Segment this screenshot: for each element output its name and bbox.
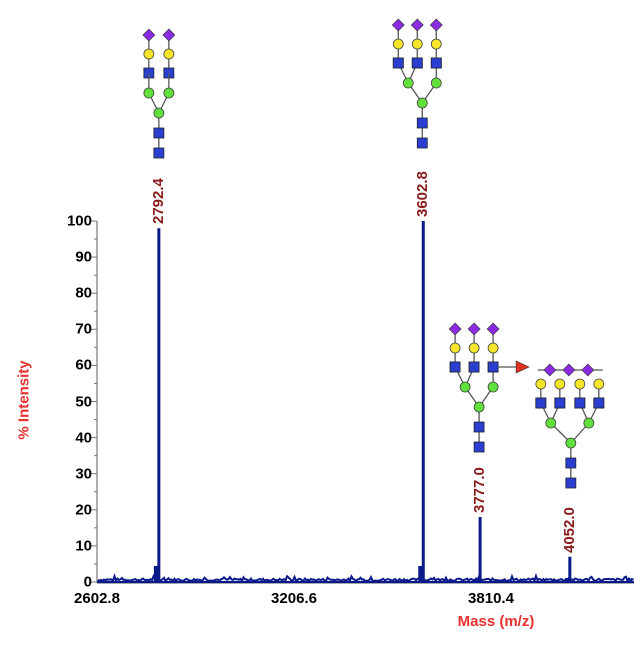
fucose-triangle-icon (515, 360, 530, 374)
y-tick-label: 30 (75, 465, 92, 483)
galactose-circle-icon (143, 48, 155, 60)
glcnac-square-icon (535, 397, 547, 409)
sialic-acid-diamond-icon (467, 322, 481, 336)
y-tick-label: 40 (75, 429, 92, 447)
sialic-acid-diamond-icon (142, 28, 156, 42)
galactose-circle-icon (392, 38, 404, 50)
y-tick-label: 80 (75, 284, 92, 302)
glcnac-square-icon (487, 361, 499, 373)
glcnac-square-icon (153, 147, 165, 159)
mannose-circle-icon (487, 381, 499, 393)
peak-mass-label: 4052.0 (560, 506, 578, 553)
mannose-circle-icon (153, 107, 165, 119)
glcnac-square-icon (473, 421, 485, 433)
mannose-circle-icon (430, 77, 442, 89)
y-axis-title: % Intensity (15, 360, 33, 440)
peak-bar (478, 517, 482, 582)
x-tick-label: 3810.4 (468, 590, 514, 607)
sialic-acid-diamond-icon (429, 18, 443, 32)
peak-mass-label: 2792.4 (149, 178, 167, 225)
mannose-circle-icon (583, 417, 595, 429)
sialic-acid-diamond-icon (391, 18, 405, 32)
y-tick-label: 50 (75, 393, 92, 410)
galactose-circle-icon (430, 38, 442, 50)
glcnac-square-icon (473, 441, 485, 453)
galactose-circle-icon (411, 38, 423, 50)
mannose-circle-icon (473, 401, 485, 413)
mannose-circle-icon (565, 437, 577, 449)
x-tick-label: 2602.8 (74, 590, 120, 607)
peak-bar (421, 221, 425, 582)
sialic-acid-diamond-icon (543, 363, 557, 377)
mannose-circle-icon (416, 97, 428, 109)
y-tick-label: 20 (75, 501, 92, 519)
glcnac-square-icon (430, 57, 442, 69)
glcnac-square-icon (554, 397, 566, 409)
sialic-acid-diamond-icon (581, 363, 595, 377)
mannose-circle-icon (459, 381, 471, 393)
glcnac-square-icon (416, 137, 428, 149)
x-axis-title: Mass (m/z) (457, 613, 535, 630)
glcnac-square-icon (593, 397, 605, 409)
galactose-circle-icon (554, 378, 566, 390)
y-tick-label: 0 (83, 573, 92, 591)
glcnac-square-icon (565, 457, 577, 469)
glcnac-square-icon (411, 57, 423, 69)
glcnac-square-icon (392, 57, 404, 69)
glcnac-square-icon (416, 117, 428, 129)
galactose-circle-icon (468, 342, 480, 354)
glcnac-square-icon (468, 361, 480, 373)
galactose-circle-icon (535, 378, 547, 390)
y-tick-label: 90 (75, 248, 92, 266)
sialic-acid-diamond-icon (162, 28, 176, 42)
peak-mass-label: 3777.0 (471, 467, 489, 514)
glcnac-square-icon (565, 477, 577, 489)
y-tick-label: 10 (75, 537, 92, 555)
x-tick-label: 3206.6 (271, 590, 317, 607)
galactose-circle-icon (593, 378, 605, 390)
sialic-acid-diamond-icon (562, 363, 576, 377)
peak-bar (157, 228, 161, 582)
galactose-circle-icon (163, 48, 175, 60)
glcnac-square-icon (153, 127, 165, 139)
glcnac-square-icon (574, 397, 586, 409)
peak-mass-label: 3602.8 (414, 171, 432, 217)
glcnac-square-icon (449, 361, 461, 373)
galactose-circle-icon (487, 342, 499, 354)
y-tick-label: 60 (75, 356, 92, 374)
sialic-acid-diamond-icon (410, 18, 424, 32)
y-tick-label: 100 (66, 212, 92, 230)
mannose-circle-icon (143, 87, 155, 99)
mannose-circle-icon (163, 87, 175, 99)
galactose-circle-icon (574, 378, 586, 390)
sialic-acid-diamond-icon (486, 322, 500, 336)
y-tick-label: 70 (75, 320, 92, 338)
peak-bar (568, 556, 572, 582)
mannose-circle-icon (545, 417, 557, 429)
sialic-acid-diamond-icon (448, 322, 462, 336)
mannose-circle-icon (402, 77, 414, 89)
galactose-circle-icon (449, 342, 461, 354)
baseline-trace (97, 572, 634, 584)
